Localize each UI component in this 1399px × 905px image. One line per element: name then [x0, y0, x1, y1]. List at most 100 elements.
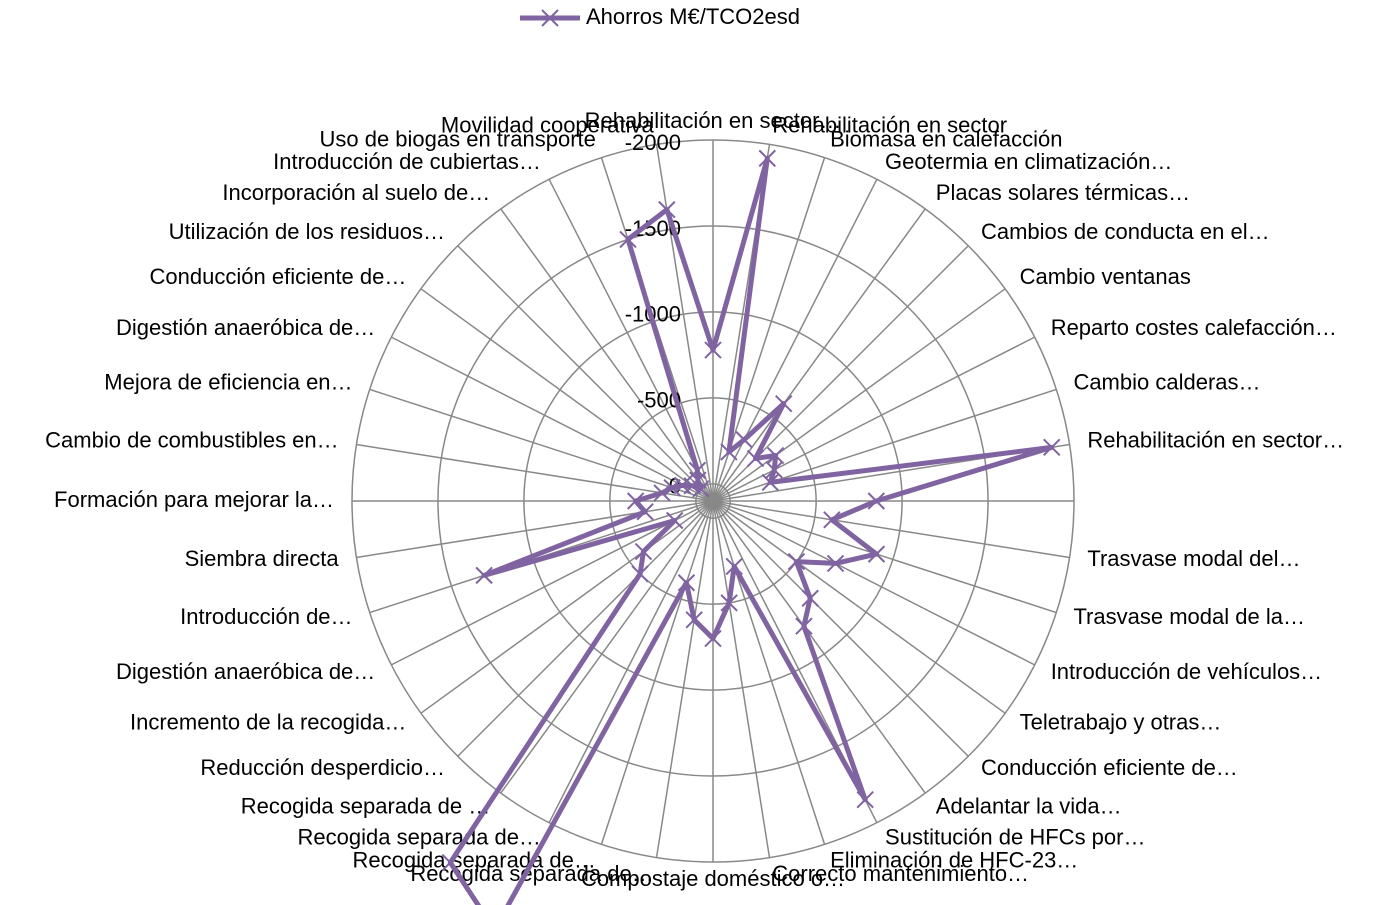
spoke [712, 500, 1057, 614]
spoke [500, 208, 714, 502]
category-label: Cambio de combustibles en… [45, 428, 338, 453]
category-label: Mejora de eficiencia en… [104, 370, 352, 395]
category-label: Reparto costes calefacción… [1051, 315, 1337, 340]
category-label: Adelantar la vida… [936, 793, 1122, 818]
spoke [356, 443, 714, 502]
category-label: Rehabilitación en sector [772, 112, 1007, 137]
marker [856, 790, 874, 809]
marker [619, 230, 637, 249]
marker [441, 853, 459, 872]
category-label: Recogida separada de… [298, 825, 541, 850]
spoke [712, 500, 926, 794]
marker [787, 552, 806, 571]
marker [720, 443, 738, 461]
category-label: Placas solares térmicas… [936, 180, 1190, 205]
marker [634, 542, 653, 561]
category-label: Correcto mantenimiento… [772, 861, 1029, 886]
marker [823, 511, 841, 529]
marker [688, 461, 707, 480]
category-label: Compostaje doméstico o… [581, 866, 845, 891]
marker [761, 473, 779, 492]
spoke [500, 500, 714, 794]
legend-marker [541, 9, 559, 27]
spoke [548, 179, 714, 502]
spoke [712, 179, 878, 502]
spoke [712, 500, 1035, 666]
category-label: Siembra directa [185, 546, 340, 571]
spoke [712, 500, 1070, 559]
marker [795, 617, 813, 635]
marker [704, 629, 722, 648]
category-label: Formación para mejorar la… [54, 487, 334, 512]
category-label: Introducción de… [180, 604, 352, 629]
category-label: Cambio ventanas [1020, 264, 1191, 289]
marker [626, 492, 645, 510]
category-label: Incremento de la recogida… [130, 710, 406, 735]
spoke [600, 500, 714, 845]
spoke [420, 500, 714, 714]
marker [766, 446, 785, 465]
category-label: Digestión anaeróbica de… [116, 659, 375, 684]
marker [704, 341, 722, 359]
category-label: Introducción de cubiertas… [273, 149, 541, 174]
category-label: Incorporación al suelo de… [222, 180, 490, 205]
category-label: Rehabilitación en sector… [1087, 428, 1344, 453]
marker [658, 200, 676, 219]
spoke [655, 500, 714, 858]
category-label: Reducción desperdicio… [200, 755, 445, 780]
marker [775, 394, 793, 413]
category-label: Teletrabajo y otras… [1020, 710, 1222, 735]
marker [758, 149, 776, 168]
legend-label: Ahorros M€/TCO2esd [586, 4, 800, 29]
spoke [712, 500, 1006, 714]
category-label: Movilidad cooperativa [441, 112, 655, 137]
spoke [420, 288, 714, 502]
marker [826, 554, 845, 573]
marker [765, 461, 783, 479]
marker [653, 484, 671, 502]
marker [867, 492, 886, 510]
category-label: Geotermia en climatización… [885, 149, 1172, 174]
category-label: Recogida separada de… [352, 847, 595, 872]
marker [475, 566, 493, 585]
spoke [391, 336, 714, 502]
category-label: Conducción eficiente de… [150, 264, 407, 289]
category-label: Biomasa en calefacción [830, 126, 1062, 151]
spoke [655, 144, 714, 502]
spoke [391, 500, 714, 666]
category-label: Conducción eficiente de… [981, 755, 1238, 780]
spoke [712, 336, 1035, 502]
category-label: Uso de biogas en transporte [319, 126, 595, 151]
marker [677, 574, 696, 592]
category-label: Cambios de conducta en el… [981, 219, 1270, 244]
category-label: Cambio calderas… [1073, 370, 1260, 395]
y-tick-label: -2000 [625, 130, 681, 155]
marker [725, 557, 743, 576]
spoke [712, 500, 826, 845]
category-label: Sustitución de HFCs por… [885, 825, 1145, 850]
category-label: Trasvase modal del… [1087, 546, 1300, 571]
spoke [457, 500, 714, 757]
category-label: Digestión anaeróbica de… [116, 315, 375, 340]
category-label: Recogida separada de … [241, 793, 491, 818]
marker [720, 594, 738, 612]
spoke [548, 500, 714, 823]
spoke [712, 500, 969, 757]
spoke [369, 388, 714, 502]
category-label: Introducción de vehículos… [1051, 659, 1323, 684]
marker [685, 611, 703, 629]
marker [735, 431, 753, 449]
marker [867, 545, 886, 563]
category-label: Eliminación de HFC-23… [830, 847, 1078, 872]
spoke [712, 500, 771, 858]
spoke [712, 208, 926, 502]
spoke [356, 500, 714, 559]
marker [746, 449, 765, 468]
marker [801, 589, 819, 607]
category-label: Utilización de los residuos… [169, 219, 445, 244]
category-label: Trasvase modal de la… [1073, 604, 1305, 629]
marker [1043, 438, 1061, 457]
marker [666, 511, 684, 530]
category-label: Rehabilitación en sector… [585, 108, 842, 133]
